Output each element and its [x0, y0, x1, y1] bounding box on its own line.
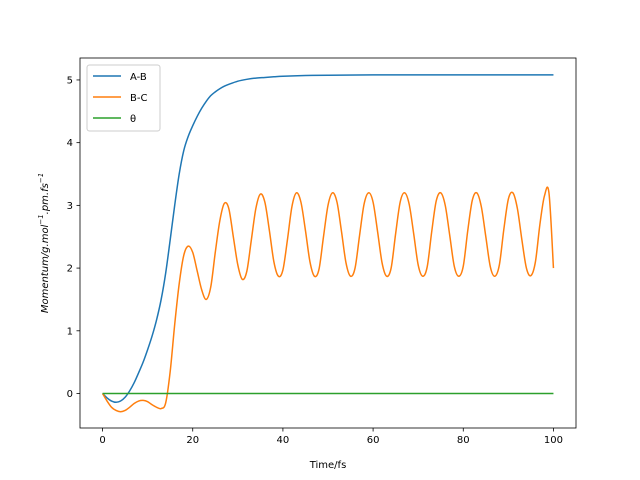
legend-label: B-C	[130, 93, 147, 104]
series-layer	[101, 74, 555, 413]
legend: A-B B-C θ	[86, 64, 161, 132]
series-line-0	[102, 74, 554, 404]
legend-label: A-B	[130, 72, 147, 83]
y-tick-label: 3	[67, 201, 73, 212]
y-axis: 0 1 2 3 4 5	[67, 75, 80, 400]
y-tick-label: 4	[67, 138, 73, 149]
x-tick-label: 20	[186, 435, 199, 446]
x-tick-label: 80	[457, 435, 470, 446]
x-axis-label: Time/fs	[309, 460, 347, 471]
y-axis-label-sup2: −1	[37, 173, 45, 183]
y-tick-label: 2	[67, 264, 73, 275]
y-axis-label-sup1: −1	[37, 214, 45, 224]
x-tick-label: 100	[544, 435, 563, 446]
y-axis-label-base: Momentum/g.mol	[40, 224, 51, 313]
x-tick-label: 40	[277, 435, 290, 446]
x-tick-label: 60	[367, 435, 380, 446]
y-tick-label: 0	[67, 389, 73, 400]
y-tick-label: 5	[67, 75, 73, 86]
x-axis: 0 20 40 60 80 100	[99, 428, 563, 446]
y-axis-label-mid: .pm.fs	[40, 183, 51, 214]
plot-frame	[79, 57, 577, 429]
legend-box	[86, 64, 161, 132]
series-line-1	[101, 186, 555, 413]
x-tick-label: 0	[99, 435, 105, 446]
legend-label: θ	[130, 114, 136, 125]
y-tick-label: 1	[67, 326, 73, 337]
y-axis-label: Momentum/g.mol−1.pm.fs−1	[37, 173, 51, 313]
